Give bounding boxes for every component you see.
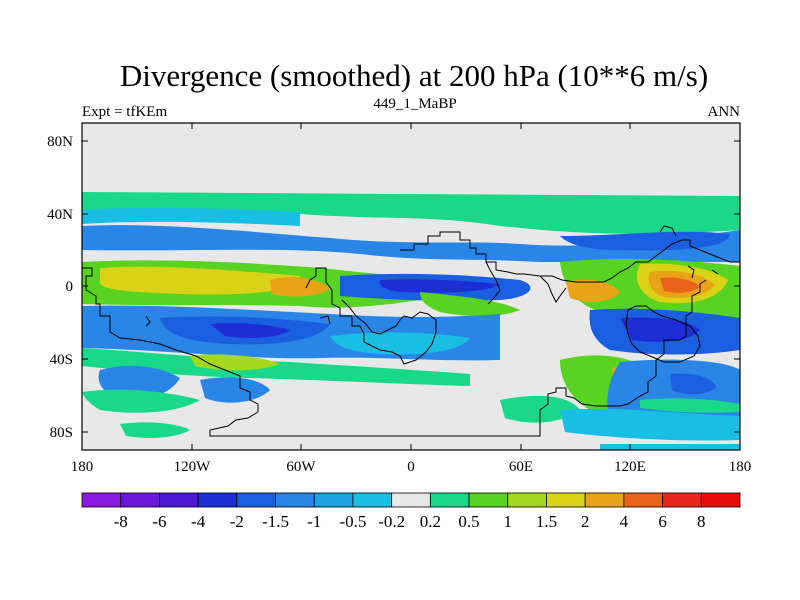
colorbar-box xyxy=(81,492,122,508)
coastline-india xyxy=(539,275,567,303)
colorbar-box xyxy=(429,492,470,508)
field-sh-yellow-patch xyxy=(190,354,280,371)
colorbar-box xyxy=(352,492,393,508)
field-antarctic-blue xyxy=(600,444,740,450)
field-sh-green-lower xyxy=(82,389,200,413)
coastline-africa xyxy=(305,267,437,365)
lon-label: 60W xyxy=(286,459,316,475)
colorbar-labels: -8 -6 -4 -2 -1.5 -1 -0.5 -0.2 0.2 0.5 1 1.5 2 4 6 8 xyxy=(114,512,706,531)
colorbar-label: 0.2 xyxy=(420,512,441,531)
field-nh-blue-band xyxy=(82,225,740,262)
colorbar-box xyxy=(313,492,354,508)
colorbar-label: 1.5 xyxy=(536,512,557,531)
lon-label: 180 xyxy=(729,459,752,475)
latitude-labels: 80N 40N 0 40S 80S xyxy=(47,134,73,441)
field-sh-deep-blue xyxy=(210,323,290,338)
field-tropics-orange xyxy=(270,277,330,297)
field-tropics-yellow xyxy=(100,266,300,295)
colorbar-label: 0.5 xyxy=(458,512,479,531)
colorbar-box xyxy=(120,492,160,508)
coastline-arabia xyxy=(485,261,501,305)
field-nh-dark-blue xyxy=(560,231,730,251)
colorbar-box xyxy=(700,492,741,508)
field-sh-green-band xyxy=(82,348,470,386)
field-nh-green-band xyxy=(82,192,740,234)
lon-label: 120E xyxy=(614,459,646,475)
field-spac-green xyxy=(640,398,740,413)
colorbar-label: 2 xyxy=(581,512,590,531)
colorbar-label: -8 xyxy=(114,512,128,531)
map-field xyxy=(82,123,740,450)
colorbar-label: 6 xyxy=(658,512,667,531)
run-label: 449_1_MaBP xyxy=(373,96,457,112)
colorbar-box xyxy=(236,492,276,508)
colorbar-label: 1 xyxy=(504,512,513,531)
colorbar-box xyxy=(662,492,702,508)
plot-title: Divergence (smoothed) at 200 hPa (10**6 … xyxy=(119,58,709,93)
colorbar-label: -4 xyxy=(191,512,206,531)
field-sio-green xyxy=(500,395,580,423)
colorbar-box xyxy=(275,492,315,508)
coastline-islands xyxy=(145,225,719,327)
colorbar-box xyxy=(468,492,509,508)
field-sh-pale-blue xyxy=(330,332,470,355)
field-nh-pale-blue xyxy=(82,207,300,226)
coastline-australia xyxy=(625,305,701,363)
colorbar xyxy=(81,492,741,508)
field-wpac-red xyxy=(660,277,700,293)
coastline-americas xyxy=(82,267,707,437)
colorbar-box xyxy=(546,492,586,508)
field-antarctic-green xyxy=(120,422,190,438)
colorbar-box xyxy=(584,492,625,508)
colorbar-label: -2 xyxy=(230,512,244,531)
lat-label: 80N xyxy=(47,134,73,150)
lat-label: 80S xyxy=(50,425,73,441)
colorbar-label: -0.5 xyxy=(339,512,366,531)
colorbar-box xyxy=(159,492,199,508)
colorbar-label: 8 xyxy=(697,512,706,531)
experiment-label: Expt = tfKEm xyxy=(82,104,168,120)
colorbar-box xyxy=(391,492,431,508)
colorbar-label: 4 xyxy=(620,512,629,531)
colorbar-label: -0.2 xyxy=(378,512,405,531)
lon-label: 180 xyxy=(71,459,94,475)
lat-label: 40S xyxy=(50,352,73,368)
longitude-labels: 180 120W 60W 0 60E 120E 180 xyxy=(71,459,752,475)
field-sh-pacific-blue-2 xyxy=(200,377,270,403)
field-spac-dark-blue xyxy=(670,373,716,395)
colorbar-label: -1.5 xyxy=(262,512,289,531)
field-spac-pale-blue xyxy=(560,408,740,441)
axis-ticks xyxy=(81,123,741,450)
season-label: ANN xyxy=(707,104,741,120)
field-africa-green xyxy=(420,292,520,317)
lat-label: 0 xyxy=(66,279,74,295)
colorbar-box xyxy=(197,492,238,508)
field-indian-ocean-deep-blue xyxy=(379,279,500,293)
field-maritime-orange xyxy=(566,279,620,302)
colorbar-box xyxy=(507,492,547,508)
lon-label: 120W xyxy=(174,459,212,475)
colorbar-box xyxy=(623,492,663,508)
field-australia-deep-blue xyxy=(620,317,700,342)
colorbar-label: -1 xyxy=(307,512,321,531)
lon-label: 60E xyxy=(509,459,533,475)
coastlines xyxy=(82,225,740,437)
colorbar-label: -6 xyxy=(152,512,166,531)
coastline-eurasia xyxy=(400,231,740,283)
lon-label: 0 xyxy=(407,459,415,475)
lat-label: 40N xyxy=(47,207,73,223)
